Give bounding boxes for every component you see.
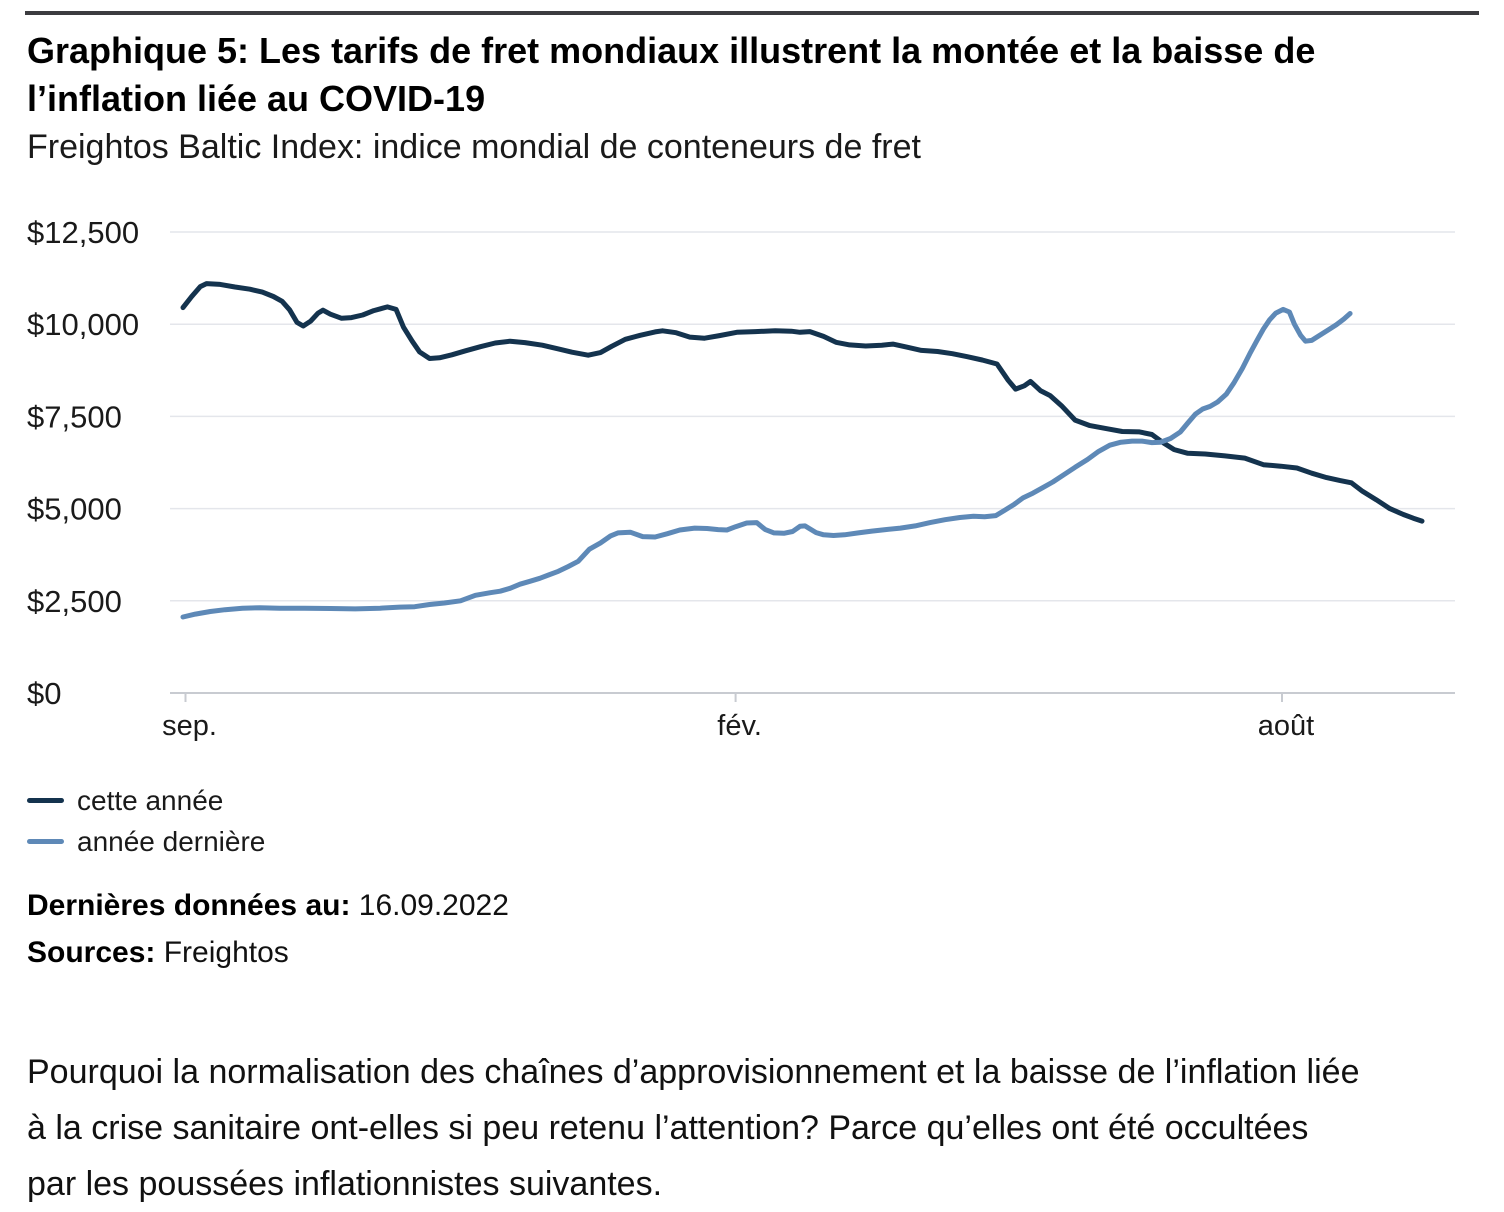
x-axis-tick-label: août bbox=[1258, 710, 1314, 742]
chart-subtitle: Freightos Baltic Index: indice mondial d… bbox=[27, 128, 921, 166]
last-data-line: Dernières données au: 16.09.2022 bbox=[27, 882, 509, 929]
chart-title: Graphique 5: Les tarifs de fret mondiaux… bbox=[27, 27, 1477, 123]
chart-legend: cette année année dernière bbox=[27, 784, 265, 866]
legend-label-last-year: année dernière bbox=[77, 825, 266, 857]
legend-item-last-year: année dernière bbox=[27, 825, 265, 858]
body-paragraph: Pourquoi la normalisation des chaînes d’… bbox=[27, 1044, 1477, 1212]
last-year-line-swatch bbox=[27, 839, 64, 844]
series-line-this-year bbox=[180, 281, 1425, 524]
y-axis-tick-label: $7,500 bbox=[27, 399, 122, 434]
legend-label-this-year: cette année bbox=[77, 784, 224, 816]
y-axis-tick-label: $5,000 bbox=[27, 492, 122, 527]
series-line-last-year bbox=[180, 306, 1353, 620]
x-axis-tick-label: fév. bbox=[717, 710, 762, 742]
sources-value: Freightos bbox=[155, 936, 289, 969]
body-paragraph-line1: Pourquoi la normalisation des chaînes d’… bbox=[27, 1053, 1360, 1091]
freight-index-line-chart: $0 $2,500 $5,000 $7,500 $10,000 $12,500 sep. fé… bbox=[27, 215, 1455, 742]
y-axis-tick-label: $0 bbox=[27, 676, 61, 711]
y-axis-tick-label: $2,500 bbox=[27, 584, 122, 619]
sources-line: Sources: Freightos bbox=[27, 929, 509, 976]
chart-title-line1: Graphique 5: Les tarifs de fret mondiaux… bbox=[27, 30, 1316, 71]
y-axis-tick-label: $10,000 bbox=[27, 307, 139, 342]
body-paragraph-line3: par les poussées inflationnistes suivant… bbox=[27, 1165, 663, 1203]
this-year-line-swatch bbox=[27, 798, 64, 803]
chart-title-line2: l’inflation liée au COVID-19 bbox=[27, 78, 486, 119]
last-data-label: Dernières données au: bbox=[27, 889, 351, 922]
chart-meta: Dernières données au: 16.09.2022 Sources… bbox=[27, 882, 509, 976]
y-axis-tick-label: $12,500 bbox=[27, 215, 139, 250]
top-rule bbox=[25, 11, 1479, 15]
x-axis-tick-label: sep. bbox=[162, 710, 217, 742]
body-paragraph-line2: à la crise sanitaire ont-elles si peu re… bbox=[27, 1109, 1309, 1147]
legend-item-this-year: cette année bbox=[27, 784, 265, 817]
sources-label: Sources: bbox=[27, 936, 156, 969]
last-data-value: 16.09.2022 bbox=[350, 889, 509, 922]
